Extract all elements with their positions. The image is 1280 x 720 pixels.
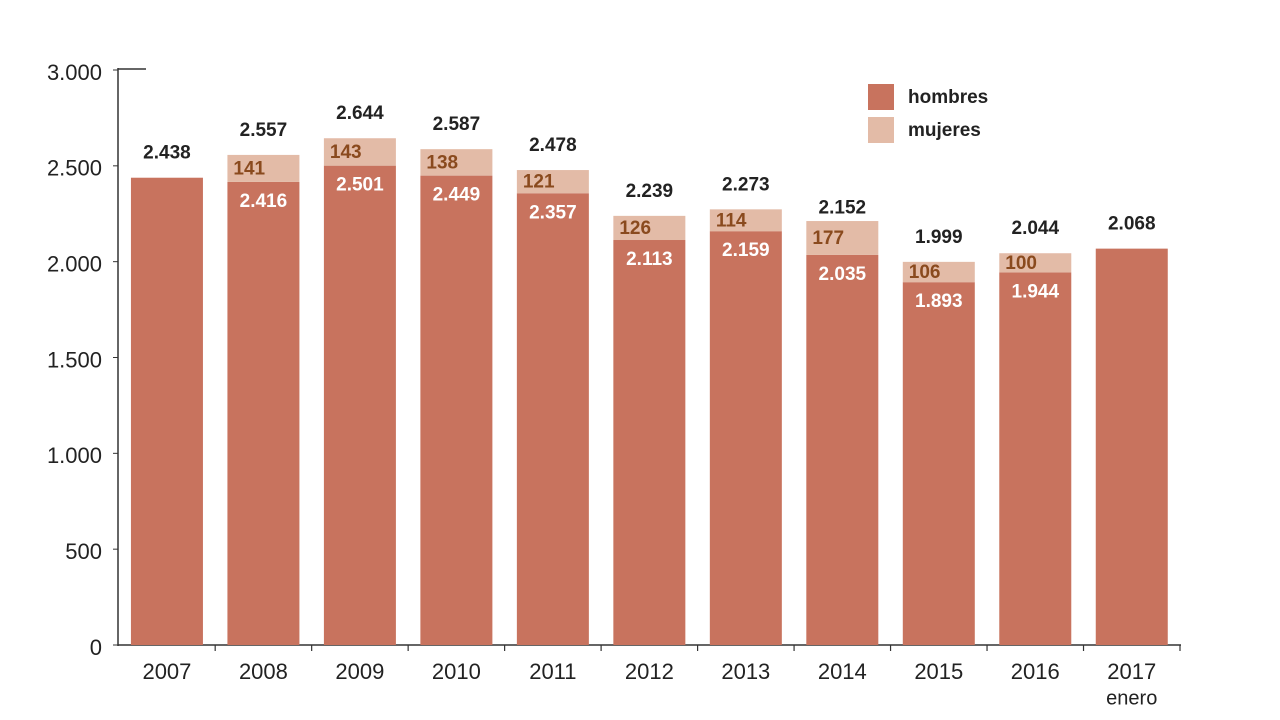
total-label: 2.044 [1012,218,1060,239]
total-label: 2.068 [1108,214,1156,235]
bar-segment [806,221,879,255]
value-label: 2.357 [529,202,577,223]
bar-segment [806,254,879,646]
x-tick-label: 2016 [1011,659,1060,684]
value-label: 2.113 [626,249,673,270]
x-tick-label: 2007 [142,659,191,684]
x-tick-label: 2015 [914,659,963,684]
value-label: 1.944 [1012,281,1060,302]
value-label: 121 [523,172,555,193]
value-label: 2.159 [722,240,770,261]
total-label: 2.273 [722,174,770,195]
value-label: 1.893 [915,291,963,312]
x-tick-label: 2009 [335,659,384,684]
value-label: 138 [426,152,458,173]
legend-swatch [868,117,894,143]
bar-segment [130,177,203,645]
x-tick-label: 2013 [721,659,770,684]
total-label: 2.152 [819,198,867,219]
value-label: 177 [812,228,844,249]
total-label: 2.557 [240,120,288,141]
legend-label: hombres [908,87,988,108]
value-label: 143 [330,142,362,163]
value-label: 126 [619,218,651,239]
x-tick-label: 2017 [1107,659,1156,684]
x-tick-label: 2014 [818,659,867,684]
value-label: 2.501 [336,175,384,196]
bar-segment [999,272,1072,645]
bar-segment [902,261,975,283]
y-tick-label: 1.500 [47,347,102,372]
bar-segment [999,253,1072,273]
total-label: 1.999 [915,227,963,248]
value-label: 2.416 [240,191,288,212]
x-tick-label: 2010 [432,659,481,684]
bar-segment [227,181,300,645]
value-label: 2.035 [819,264,867,285]
total-label: 2.438 [143,143,191,164]
total-label: 2.478 [529,135,577,156]
y-tick-label: 0 [90,635,102,660]
bar-segment [516,193,589,645]
value-label: 114 [716,210,747,231]
bar-segment [323,138,396,166]
legend-swatch [868,84,894,110]
bar-segment [709,209,782,232]
y-tick-label: 3.000 [47,60,102,85]
total-label: 2.644 [336,103,384,124]
value-label: 100 [1005,253,1037,274]
bar-segment [227,154,300,182]
total-label: 2.587 [433,114,481,135]
bar-segment [709,231,782,646]
legend-label: mujeres [908,120,981,141]
value-label: 141 [233,158,265,179]
x-tick-note: enero [1106,687,1157,709]
y-tick-label: 500 [65,539,102,564]
bar-segment [613,215,686,241]
x-tick-label: 2011 [529,659,576,684]
bar-segment [613,240,686,645]
bar-segment [420,175,493,645]
y-tick-label: 1.000 [47,443,102,468]
bar-segment [1095,248,1168,645]
value-label: 2.449 [433,185,481,206]
total-label: 2.239 [626,181,674,202]
x-tick-label: 2012 [625,659,674,684]
y-tick-label: 2.000 [47,251,102,276]
bar-segment [420,149,493,176]
bar-segment [323,165,396,645]
bar-segment [902,282,975,645]
bar-segment [516,170,589,194]
value-label: 106 [909,262,941,283]
x-tick-label: 2008 [239,659,288,684]
y-tick-label: 2.500 [47,156,102,181]
